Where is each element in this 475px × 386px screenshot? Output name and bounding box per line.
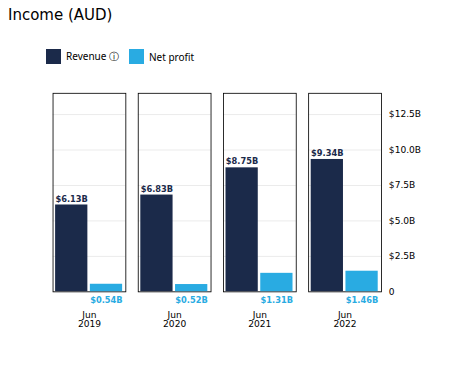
- svg-text:$2.5B: $2.5B: [389, 251, 415, 261]
- svg-text:Jun2019: Jun2019: [78, 310, 101, 329]
- html-text:Net profit: Net profit: [149, 49, 195, 64]
- svg-text:$0.54B: $0.54B: [90, 295, 122, 305]
- svg-text:$1.31B: $1.31B: [261, 295, 293, 305]
- svg-text:Jun2022: Jun2022: [333, 310, 356, 329]
- svg-text:Jun2021: Jun2021: [248, 310, 271, 329]
- svg-text:$12.5B: $12.5B: [389, 109, 421, 119]
- svg-text:$0.52B: $0.52B: [175, 295, 207, 305]
- svg-text:$8.75B: $8.75B: [226, 156, 258, 166]
- svg-text:$7.5B: $7.5B: [389, 180, 415, 190]
- svg-text:0: 0: [389, 287, 395, 297]
- svg-text:$9.34B: $9.34B: [311, 148, 343, 158]
- svg-text:Jun2020: Jun2020: [163, 310, 186, 329]
- svg-text:$5.0B: $5.0B: [389, 216, 415, 226]
- svg-text:$6.83B: $6.83B: [141, 184, 173, 194]
- svg-text:$6.13B: $6.13B: [55, 194, 87, 204]
- svg-text:$10.0B: $10.0B: [389, 145, 421, 155]
- html-text:Income (AUD): Income (AUD): [8, 6, 113, 24]
- html-text:Revenue ⓘ: Revenue ⓘ: [66, 49, 119, 63]
- svg-text:$1.46B: $1.46B: [346, 295, 378, 305]
